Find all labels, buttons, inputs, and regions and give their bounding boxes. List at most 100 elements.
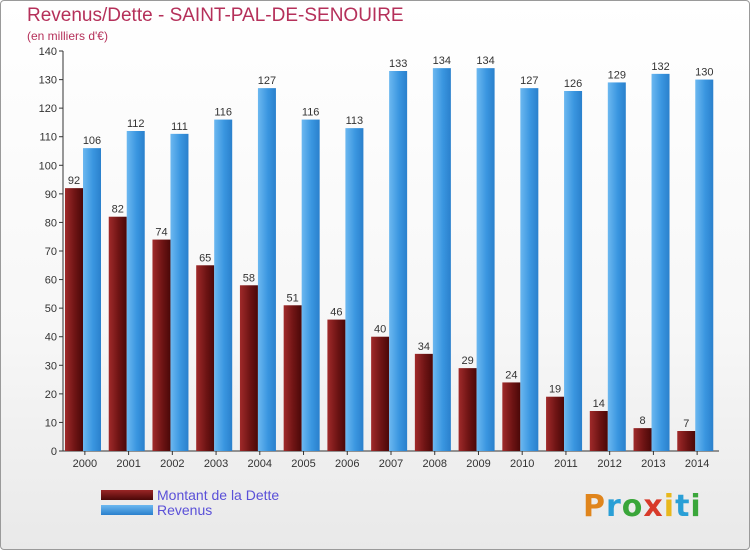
x-tick-label: 2005 xyxy=(291,458,315,470)
bar-revenue xyxy=(564,91,583,451)
y-axis-ticks: 0 10 20 30 40 50 60 70 80 90 100 110 120 130 140 xyxy=(39,46,63,458)
x-tick-label: 2002 xyxy=(160,458,184,470)
logo-letter: P xyxy=(583,489,606,524)
data-label-revenue: 116 xyxy=(214,107,232,119)
y-tick-label: 40 xyxy=(45,332,57,344)
y-tick-label: 10 xyxy=(45,417,57,429)
bar-revenue xyxy=(345,128,364,451)
y-tick-label: 0 xyxy=(51,446,57,458)
bar-debt xyxy=(414,353,433,451)
bar-debt xyxy=(196,265,215,451)
bar-revenue xyxy=(389,71,408,451)
data-label-debt: 65 xyxy=(199,252,211,264)
data-label-revenue: 132 xyxy=(651,61,669,73)
bar-debt xyxy=(65,188,83,451)
x-axis-labels: 2000 2001 2002 2003 2004 2005 2006 2007 2008 2009… xyxy=(73,451,709,470)
bar-revenue xyxy=(126,131,145,451)
data-label-debt: 40 xyxy=(374,324,386,336)
bar-revenue xyxy=(170,133,189,451)
data-label-debt: 24 xyxy=(505,369,517,381)
bar-debt xyxy=(458,368,477,451)
bar-revenue xyxy=(301,119,320,452)
x-tick-label: 2001 xyxy=(116,458,140,470)
data-label-revenue: 116 xyxy=(302,107,320,119)
bar-debt xyxy=(108,216,127,451)
bar-debt xyxy=(502,382,521,451)
data-label-debt: 74 xyxy=(155,227,167,239)
data-label-revenue: 111 xyxy=(171,121,188,133)
chart-bars: 92 106 82 112 74 111 65 116 58 127 51 116 46 113 40 133… xyxy=(65,55,714,452)
bar-debt xyxy=(677,431,696,451)
bar-revenue xyxy=(651,73,670,451)
bar-revenue xyxy=(214,119,233,452)
data-label-revenue: 127 xyxy=(520,75,538,87)
logo-letter: r xyxy=(606,489,622,524)
x-tick-label: 2012 xyxy=(597,458,621,470)
y-tick-label: 130 xyxy=(39,75,57,87)
y-tick-label: 70 xyxy=(45,246,57,258)
logo-letter: x xyxy=(643,489,664,524)
x-tick-label: 2008 xyxy=(422,458,446,470)
y-tick-label: 140 xyxy=(39,46,57,58)
bar-revenue xyxy=(83,148,101,451)
data-label-revenue: 106 xyxy=(83,135,101,147)
logo-letter: t xyxy=(675,489,691,524)
bar-debt xyxy=(589,411,608,451)
x-tick-label: 2013 xyxy=(641,458,665,470)
data-label-revenue: 127 xyxy=(258,75,276,87)
bar-revenue xyxy=(520,88,539,452)
data-label-revenue: 129 xyxy=(608,69,626,81)
data-label-debt: 92 xyxy=(68,175,80,187)
bar-revenue xyxy=(432,68,451,452)
data-label-debt: 19 xyxy=(549,384,561,396)
bar-revenue xyxy=(257,88,276,452)
x-tick-label: 2010 xyxy=(510,458,534,470)
logo-letter: o xyxy=(621,489,644,524)
bar-debt xyxy=(327,319,346,451)
logo-letter: i xyxy=(690,489,702,524)
x-tick-label: 2011 xyxy=(554,458,578,470)
x-tick-label: 2003 xyxy=(204,458,228,470)
bar-revenue xyxy=(695,79,714,452)
bar-debt xyxy=(633,428,652,451)
logo-letter: i xyxy=(663,489,676,524)
bar-debt xyxy=(152,239,171,451)
x-tick-label: 2006 xyxy=(335,458,359,470)
x-tick-label: 2004 xyxy=(248,458,272,470)
data-label-revenue: 112 xyxy=(127,118,145,130)
x-tick-label: 2009 xyxy=(466,458,490,470)
data-label-debt: 34 xyxy=(418,341,430,353)
y-tick-label: 90 xyxy=(45,189,57,201)
x-tick-label: 2014 xyxy=(685,458,709,470)
legend-label-revenue: Revenus xyxy=(157,502,213,518)
data-label-revenue: 133 xyxy=(389,58,407,70)
chart-title: Revenus/Dette - SAINT-PAL-DE-SENOUIRE xyxy=(27,5,404,26)
y-tick-label: 120 xyxy=(39,103,57,115)
data-label-revenue: 130 xyxy=(695,67,713,79)
bar-debt xyxy=(283,305,302,451)
x-tick-label: 2007 xyxy=(379,458,403,470)
y-tick-label: 50 xyxy=(45,303,57,315)
data-label-debt: 82 xyxy=(112,204,124,216)
chart-subtitle: (en milliers d'€) xyxy=(27,29,108,43)
legend-label-debt: Montant de la Dette xyxy=(157,487,280,503)
data-label-debt: 8 xyxy=(639,415,645,427)
data-label-revenue: 126 xyxy=(564,78,582,90)
data-label-debt: 14 xyxy=(593,398,605,410)
data-label-revenue: 113 xyxy=(346,115,364,127)
data-label-debt: 51 xyxy=(287,292,299,304)
data-label-revenue: 134 xyxy=(433,55,451,67)
bar-debt xyxy=(239,285,258,451)
bar-debt xyxy=(371,336,390,451)
data-label-debt: 46 xyxy=(330,307,342,319)
y-tick-label: 100 xyxy=(39,160,57,172)
data-label-revenue: 134 xyxy=(476,55,494,67)
y-tick-label: 30 xyxy=(45,360,57,372)
data-label-debt: 58 xyxy=(243,272,255,284)
y-tick-label: 60 xyxy=(45,275,57,287)
bar-revenue xyxy=(607,82,626,451)
proxiti-logo: Proxiti xyxy=(583,489,702,524)
legend-swatch-debt xyxy=(101,490,153,500)
y-tick-label: 20 xyxy=(45,389,57,401)
